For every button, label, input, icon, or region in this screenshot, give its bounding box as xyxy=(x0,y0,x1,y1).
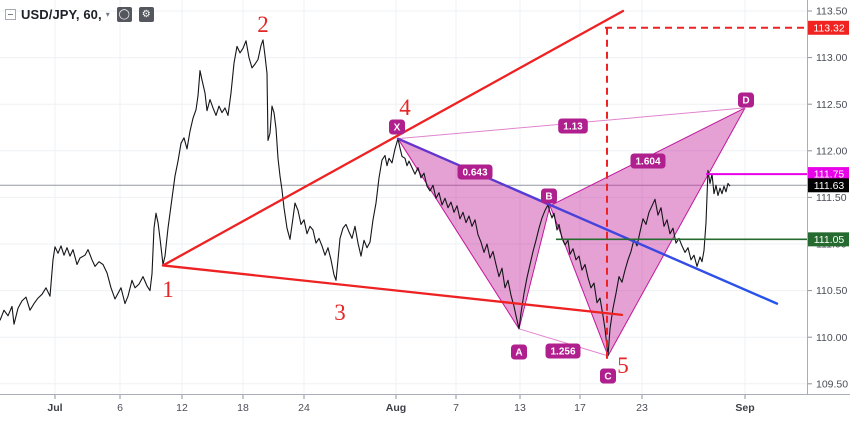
x-tick-label-Aug: Aug xyxy=(386,402,406,414)
ratio-label-1.604-text: 1.604 xyxy=(635,157,660,168)
point-label-A[interactable] xyxy=(511,344,527,360)
y-tick-label-109.50: 109.50 xyxy=(816,378,848,390)
chevron-down-icon[interactable]: ▾ xyxy=(105,10,110,19)
price-axis-label-text-111.75: 111.75 xyxy=(814,169,845,181)
y-tick-label-113.50: 113.50 xyxy=(816,6,847,18)
ratio-label-1.604[interactable] xyxy=(630,153,666,169)
xabcd-pattern[interactable] xyxy=(397,107,746,357)
wave-label-4[interactable]: 4 xyxy=(399,95,411,120)
wave-label-5[interactable]: 5 xyxy=(617,353,629,378)
trendline-1-3[interactable] xyxy=(161,264,624,316)
price-series xyxy=(0,39,731,357)
y-tick-label-112.50: 112.50 xyxy=(816,99,847,111)
price-axis-label-111.05[interactable] xyxy=(808,232,849,247)
wave-label-3[interactable]: 3 xyxy=(334,300,346,325)
x-tick-label-13: 13 xyxy=(514,402,526,414)
point-label-C-text: C xyxy=(604,372,611,383)
trendline-1-2[interactable] xyxy=(161,9,625,267)
price-axis-label-111.63[interactable] xyxy=(808,178,849,193)
x-tick-label-Jul: Jul xyxy=(47,402,62,414)
pattern-connector-AC[interactable] xyxy=(518,328,609,357)
point-label-B[interactable] xyxy=(541,188,557,204)
price-axis-label-113.32[interactable] xyxy=(808,20,849,35)
point-label-X-text: X xyxy=(394,123,401,134)
pattern-edge-AB[interactable] xyxy=(518,205,551,329)
x-tick-label-6: 6 xyxy=(117,402,123,414)
x-tick-label-18: 18 xyxy=(237,402,249,414)
point-label-A-text: A xyxy=(515,348,522,359)
ratio-label-1.256-text: 1.256 xyxy=(550,347,575,358)
collapse-panel-icon[interactable] xyxy=(5,9,16,20)
chart-header: USD/JPY, 60, ▾ ◯ ⚙ xyxy=(5,7,154,22)
price-axis-bg[interactable] xyxy=(808,0,850,422)
price-axis-label-text-111.05: 111.05 xyxy=(814,234,845,246)
wave-label-1[interactable]: 1 xyxy=(162,277,174,302)
pattern-fill[interactable] xyxy=(550,107,745,356)
wave-number-labels[interactable]: 1 2 3 4 5 xyxy=(162,12,629,378)
circle-indicator-icon[interactable]: ◯ xyxy=(116,7,132,22)
x-tick-label-12: 12 xyxy=(176,402,188,414)
y-tick-label-110.50: 110.50 xyxy=(816,285,847,297)
point-label-C[interactable] xyxy=(600,368,616,384)
ratio-label-1.256[interactable] xyxy=(545,343,581,359)
x-tick-label-7: 7 xyxy=(453,402,459,414)
symbol-title[interactable]: USD/JPY, 60, xyxy=(21,7,102,22)
point-label-D[interactable] xyxy=(738,92,754,108)
point-label-X[interactable] xyxy=(389,119,405,135)
y-tick-label-110.00: 110.00 xyxy=(816,332,847,344)
pattern-edge-CD[interactable] xyxy=(607,107,746,357)
ratio-label-0.643[interactable] xyxy=(457,164,493,180)
pattern-labels[interactable]: 0.643 1.13 1.604 1.256 X A B C D xyxy=(389,92,754,384)
price-polyline xyxy=(0,39,731,357)
pattern-edge-XA[interactable] xyxy=(397,138,520,330)
grid xyxy=(0,0,807,394)
x-tick-label-Sep: Sep xyxy=(735,402,754,414)
ratio-label-0.643-text: 0.643 xyxy=(462,168,487,179)
y-tick-label-112.00: 112.00 xyxy=(816,145,847,157)
settings-gear-icon[interactable]: ⚙ xyxy=(138,7,154,22)
point-label-D-text: D xyxy=(742,96,749,107)
y-tick-label-113.00: 113.00 xyxy=(816,52,847,64)
pattern-fill[interactable] xyxy=(398,138,550,329)
price-axis-label-text-111.63: 111.63 xyxy=(814,180,845,192)
y-tick-label-111.50: 111.50 xyxy=(816,192,847,204)
price-axis-label-111.75[interactable] xyxy=(808,167,849,182)
x-tick-label-23: 23 xyxy=(636,402,648,414)
dashed-target-lines[interactable] xyxy=(605,26,806,362)
ratio-label-1.13-text: 1.13 xyxy=(563,122,583,133)
price-axis-label-text-113.32: 113.32 xyxy=(813,22,844,34)
wave-label-2[interactable]: 2 xyxy=(257,12,269,37)
x-tick-label-24: 24 xyxy=(298,402,310,414)
pattern-edge-BC[interactable] xyxy=(549,205,609,357)
x-tick-label-17: 17 xyxy=(574,402,586,414)
level-lines[interactable] xyxy=(556,173,807,241)
point-label-B-text: B xyxy=(545,192,552,203)
ratio-label-1.13[interactable] xyxy=(558,118,588,134)
